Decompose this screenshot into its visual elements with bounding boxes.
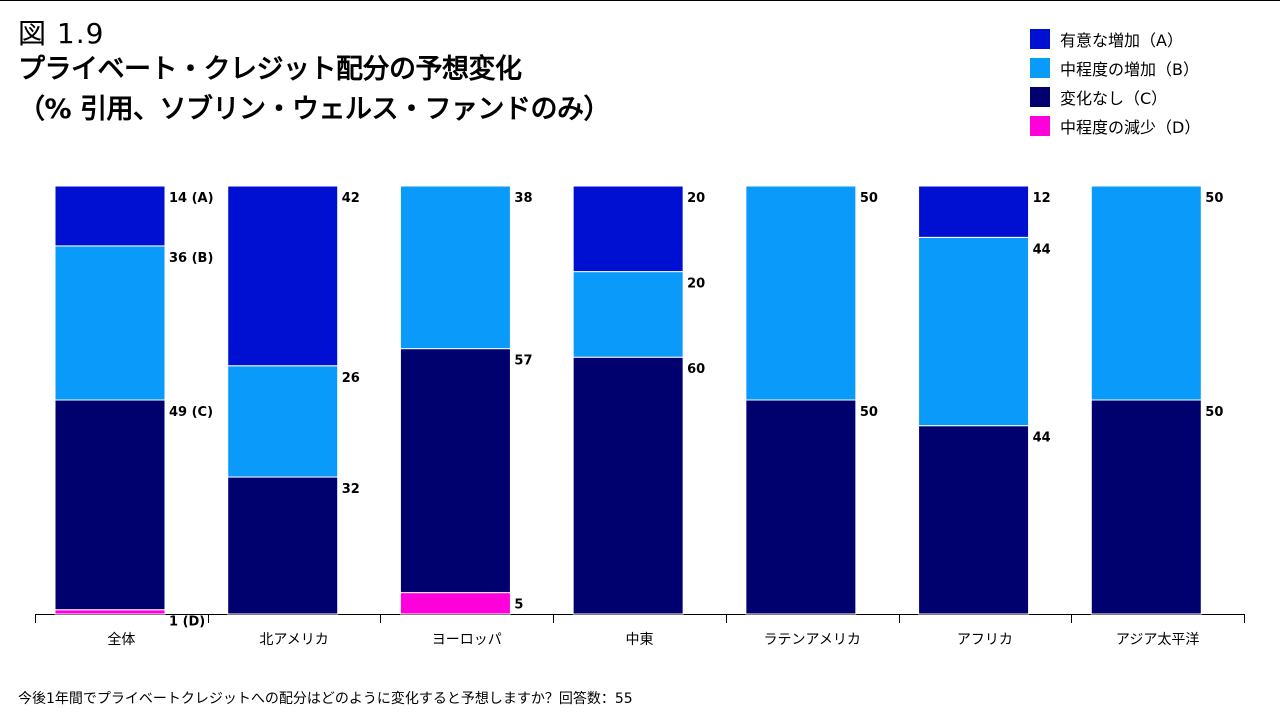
- bar-segment-b: [745, 185, 857, 401]
- data-label: 60: [687, 362, 705, 377]
- x-tick-label: 全体: [107, 631, 135, 648]
- bar-segment-c: [745, 399, 857, 615]
- data-label: 44: [1033, 242, 1051, 257]
- data-label: 42: [342, 191, 360, 206]
- bar-segment-a: [572, 185, 684, 273]
- data-label: 1 (D): [169, 615, 205, 630]
- bar-segment-a: [54, 185, 166, 247]
- chart-title-line2: （% 引用、ソブリン・ウェルス・ファンドのみ）: [18, 94, 610, 125]
- footnote: 今後1年間でプライベートクレジットへの配分はどのように変化すると予想しますか？回…: [18, 691, 633, 707]
- x-tick-label: ヨーロッパ: [432, 632, 502, 648]
- data-label: 12: [1033, 191, 1051, 206]
- data-label: 50: [860, 405, 878, 420]
- data-label: 50: [1205, 191, 1223, 206]
- x-tick-label: アジア太平洋: [1116, 632, 1199, 648]
- bar-segment-d: [399, 592, 511, 615]
- bar-segment-b: [227, 365, 339, 478]
- legend-swatch-a: [1030, 28, 1050, 49]
- bar-segment-b: [1090, 185, 1202, 401]
- legend-label-c: 変化なし（C）: [1060, 88, 1168, 108]
- data-label: 26: [342, 371, 360, 386]
- legend-swatch-b: [1030, 57, 1050, 78]
- x-tick-label: 北アメリカ: [259, 632, 328, 648]
- bar-segment-d: [54, 609, 166, 615]
- legend-item-a: 有意な増加（A）: [1030, 24, 1200, 53]
- bar-segment-b: [572, 271, 684, 358]
- bar-segment-c: [1090, 399, 1202, 615]
- data-label: 38: [514, 191, 532, 206]
- x-tick-label: アフリカ: [957, 632, 1013, 648]
- data-label: 5: [514, 598, 523, 613]
- legend-label-a: 有意な増加（A）: [1060, 30, 1183, 50]
- figure-number: 図 1.9: [18, 17, 105, 50]
- x-tick-label: 中東: [626, 632, 654, 648]
- data-label: 50: [860, 191, 878, 206]
- bar-segment-a: [227, 185, 339, 367]
- bar-segment-b: [918, 236, 1030, 427]
- bar-segment-c: [227, 476, 339, 615]
- bar-segment-a: [918, 185, 1030, 238]
- data-label: 14 (A): [169, 191, 214, 206]
- data-label: 57: [514, 354, 532, 369]
- data-label: 50: [1205, 405, 1223, 420]
- legend-item-c: 変化なし（C）: [1030, 82, 1200, 111]
- data-label: 20: [687, 277, 705, 292]
- bar-segment-b: [399, 185, 511, 350]
- legend-item-b: 中程度の増加（B）: [1030, 53, 1200, 82]
- data-label: 36 (B): [169, 251, 213, 266]
- bar-segment-c: [918, 425, 1030, 615]
- legend-label-d: 中程度の減少（D）: [1060, 117, 1201, 137]
- legend: 有意な増加（A） 中程度の増加（B） 変化なし（C） 中程度の減少（D）: [1030, 24, 1200, 140]
- legend-swatch-c: [1030, 86, 1050, 107]
- x-tick-label: ラテンアメリカ: [764, 632, 861, 648]
- top-rule: [0, 0, 1280, 1]
- data-label: 20: [687, 191, 705, 206]
- chart-title-line1: プライベート・クレジット配分の予想変化: [18, 54, 522, 85]
- data-label: 32: [342, 482, 360, 497]
- data-label: 44: [1033, 431, 1051, 446]
- bar-segment-c: [54, 399, 166, 611]
- data-label: 49 (C): [169, 405, 213, 420]
- legend-label-b: 中程度の増加（B）: [1060, 59, 1199, 79]
- legend-swatch-d: [1030, 115, 1050, 136]
- legend-item-d: 中程度の減少（D）: [1030, 111, 1200, 140]
- bar-segment-c: [572, 356, 684, 615]
- bar-segment-b: [54, 245, 166, 401]
- chart-title: プライベート・クレジット配分の予想変化 （% 引用、ソブリン・ウェルス・ファンド…: [18, 50, 610, 130]
- bar-segment-c: [399, 348, 511, 594]
